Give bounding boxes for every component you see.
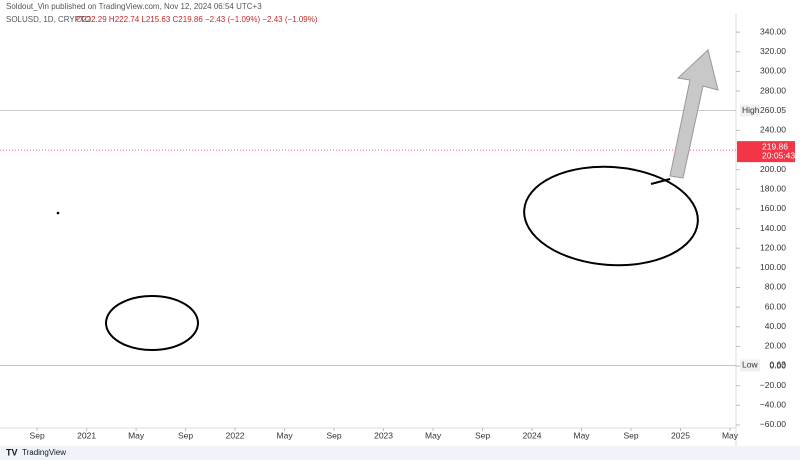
x-tick-label: 2023 xyxy=(374,430,393,440)
last-price-tag xyxy=(737,141,795,163)
y-tick-label: 100.00 xyxy=(760,262,786,272)
high-value: 260.05 xyxy=(760,105,786,115)
ohlc: O222.29 H222.74 L215.63 C219.86 −2.43 (−… xyxy=(76,15,318,24)
x-tick-label: May xyxy=(128,430,145,440)
y-tick-label: 280.00 xyxy=(760,85,786,95)
publisher: Soldout_Vin published on TradingView.com… xyxy=(6,2,262,11)
annotation-ellipse xyxy=(523,165,699,267)
countdown: 20:05:43 xyxy=(762,150,795,160)
high-label: High xyxy=(742,105,760,115)
annotation-line xyxy=(650,178,671,185)
x-tick-label: Sep xyxy=(475,430,490,440)
x-tick-label: 2021 xyxy=(77,430,96,440)
y-tick-label: 300.00 xyxy=(760,66,786,76)
annotation-arrow xyxy=(669,49,719,179)
footer-bar xyxy=(0,446,800,460)
x-tick-label: May xyxy=(425,430,442,440)
x-tick-label: Sep xyxy=(178,430,193,440)
y-tick-label: 180.00 xyxy=(760,184,786,194)
y-tick-label: 340.00 xyxy=(760,26,786,36)
y-tick-label: 20.00 xyxy=(765,341,787,351)
y-tick-label: 240.00 xyxy=(760,125,786,135)
x-tick-label: 2024 xyxy=(523,430,542,440)
x-tick-label: May xyxy=(573,430,590,440)
y-tick-label: 40.00 xyxy=(765,321,787,331)
footer: TradingView xyxy=(22,448,66,457)
x-tick-label: May xyxy=(277,430,294,440)
dot xyxy=(56,211,60,215)
low-label: Low xyxy=(742,360,758,370)
low-tag xyxy=(740,359,760,372)
x-tick-label: 2022 xyxy=(226,430,245,440)
y-tick-label: −20.00 xyxy=(760,380,787,390)
x-tick-label: Sep xyxy=(327,430,342,440)
symbol: SOLUSD, 1D, CRYPTO xyxy=(6,15,91,24)
x-tick-label: Sep xyxy=(623,430,638,440)
y-tick-label: 0.00 xyxy=(769,360,786,370)
y-tick-label: 80.00 xyxy=(765,282,787,292)
y-tick-label: 120.00 xyxy=(760,242,786,252)
y-tick-label: 140.00 xyxy=(760,223,786,233)
y-tick-label: 160.00 xyxy=(760,203,786,213)
y-tick-label: 320.00 xyxy=(760,46,786,56)
y-tick-label: −40.00 xyxy=(760,400,787,410)
high-tag xyxy=(740,104,760,117)
logo: TV xyxy=(6,447,18,457)
x-tick-label: Sep xyxy=(30,430,45,440)
y-tick-label: 60.00 xyxy=(765,301,787,311)
last-price-label: 219.86 xyxy=(762,141,788,151)
y-tick-label: 200.00 xyxy=(760,164,786,174)
x-tick-label: 2025 xyxy=(671,430,690,440)
low-value: 0.63 xyxy=(769,360,786,370)
y-tick-label: −60.00 xyxy=(760,419,787,429)
x-tick-label: May xyxy=(722,430,739,440)
annotation-ellipse xyxy=(105,295,199,351)
